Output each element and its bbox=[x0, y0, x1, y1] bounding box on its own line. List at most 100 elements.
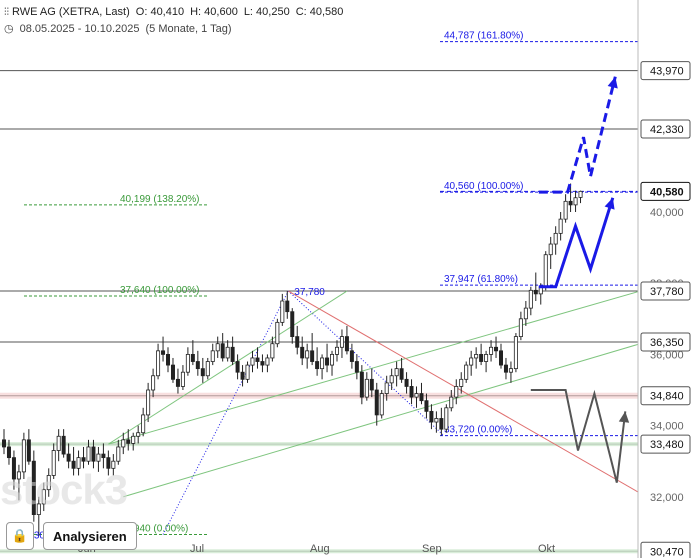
candle-body bbox=[21, 439, 26, 473]
candle-body bbox=[175, 378, 180, 387]
x-tick-label: Okt bbox=[538, 543, 555, 555]
x-tick-label: Aug bbox=[310, 543, 330, 555]
candle-body bbox=[354, 361, 359, 373]
candle-body bbox=[533, 289, 538, 295]
candle-body bbox=[96, 453, 101, 462]
candle-body bbox=[265, 357, 270, 366]
candle-body bbox=[86, 446, 91, 462]
candle-body bbox=[394, 368, 399, 377]
high-point-label: 37,780 bbox=[294, 287, 325, 298]
price-tag-label: 40,580 bbox=[650, 186, 684, 198]
candle-body bbox=[106, 457, 111, 469]
candle-body bbox=[578, 190, 583, 198]
candle-body bbox=[141, 414, 146, 434]
candlestick-icon: ⫶⫶ bbox=[4, 7, 9, 18]
candle-body bbox=[320, 357, 325, 370]
resistance-band bbox=[0, 392, 638, 399]
candle-body bbox=[553, 232, 558, 245]
candle-body bbox=[469, 357, 474, 366]
support-band bbox=[0, 442, 638, 447]
candle-body bbox=[31, 460, 36, 516]
chart-subheader: ◷ 08.05.2025 - 10.10.2025 (5 Monate, 1 Tag… bbox=[4, 22, 238, 35]
fib-blue-label: 44,787 (161.80%) bbox=[444, 31, 524, 42]
candle-body bbox=[235, 361, 240, 373]
candle-body bbox=[464, 364, 469, 380]
lock-button[interactable]: 🔒 bbox=[6, 522, 34, 550]
lock-icon: 🔒 bbox=[11, 528, 29, 544]
candle-body bbox=[220, 343, 225, 359]
arrow-head-grey bbox=[618, 411, 630, 423]
price-tag-label: 36,350 bbox=[650, 337, 684, 349]
candle-body bbox=[240, 371, 245, 380]
candle-body bbox=[330, 353, 335, 366]
candle-body bbox=[215, 343, 220, 352]
candle-body bbox=[170, 364, 175, 380]
candle-body bbox=[225, 346, 230, 359]
y-tick-label: 36,000 bbox=[650, 349, 684, 361]
candle-body bbox=[369, 378, 374, 391]
candle-body bbox=[76, 457, 81, 469]
candle-body bbox=[518, 318, 523, 337]
candle-body bbox=[325, 357, 330, 366]
candle-body bbox=[151, 375, 156, 391]
arrow-head-blue bbox=[604, 197, 615, 210]
fib-blue-label: 40,560 (100.00%) bbox=[444, 181, 524, 192]
candle-body bbox=[26, 439, 31, 462]
fib-green-label: 37,640 (100.00%) bbox=[120, 285, 200, 296]
support-band-low bbox=[0, 549, 638, 554]
y-tick-label: 32,000 bbox=[650, 492, 684, 504]
candle-body bbox=[414, 393, 419, 398]
candle-body bbox=[166, 353, 171, 366]
candle-body bbox=[419, 393, 424, 402]
candle-body bbox=[230, 346, 235, 362]
ohlc-high: H: 40,600 bbox=[190, 6, 238, 18]
blue-dotted-downtrend bbox=[287, 290, 445, 436]
symbol-title: RWE AG (XETRA, Last) bbox=[12, 6, 130, 18]
candle-body bbox=[568, 200, 573, 206]
candle-body bbox=[573, 197, 578, 206]
candle-body bbox=[563, 200, 568, 220]
candle-body bbox=[334, 346, 339, 355]
candle-body bbox=[195, 361, 200, 370]
price-tag bbox=[640, 281, 691, 301]
candle-body bbox=[439, 418, 444, 430]
candle-body bbox=[399, 368, 404, 380]
candle-body bbox=[489, 346, 494, 355]
candle-body bbox=[161, 350, 166, 355]
candle-body bbox=[121, 439, 126, 448]
candle-body bbox=[290, 311, 295, 337]
fib-blue-label: 33,720 (0.00%) bbox=[444, 425, 512, 436]
candle-body bbox=[285, 300, 290, 313]
candle-body bbox=[384, 382, 389, 394]
ohlc-close: C: 40,580 bbox=[295, 6, 344, 18]
candle-body bbox=[389, 375, 394, 384]
candle-body bbox=[81, 457, 86, 462]
candle-body bbox=[11, 457, 16, 480]
candle-body bbox=[250, 357, 255, 366]
candle-body bbox=[528, 289, 533, 309]
candle-body bbox=[210, 350, 215, 362]
price-tag-label: 34,840 bbox=[650, 391, 684, 403]
price-tag bbox=[640, 386, 691, 406]
candle-body bbox=[41, 489, 46, 505]
analyze-button[interactable]: Analysieren bbox=[43, 522, 137, 550]
candle-body bbox=[146, 389, 151, 416]
candle-body bbox=[498, 350, 503, 366]
projection-blue-solid bbox=[538, 197, 615, 289]
ohlc-open: O: 40,410 bbox=[135, 6, 185, 18]
watermark-logo: stock3 bbox=[0, 466, 128, 513]
price-tag bbox=[640, 61, 691, 81]
candle-body bbox=[459, 378, 464, 387]
candle-body bbox=[255, 357, 260, 362]
candle-body bbox=[101, 453, 106, 459]
candle-body bbox=[339, 336, 344, 348]
candle-body bbox=[116, 446, 121, 462]
price-tag bbox=[640, 181, 691, 201]
candle-body bbox=[66, 453, 71, 462]
candle-body bbox=[275, 321, 280, 345]
fib-blue-label: 37,947 (61.80%) bbox=[444, 274, 518, 285]
candle-body bbox=[523, 307, 528, 320]
candle-body bbox=[131, 435, 136, 444]
blue-dotted-uptrend bbox=[162, 290, 289, 535]
